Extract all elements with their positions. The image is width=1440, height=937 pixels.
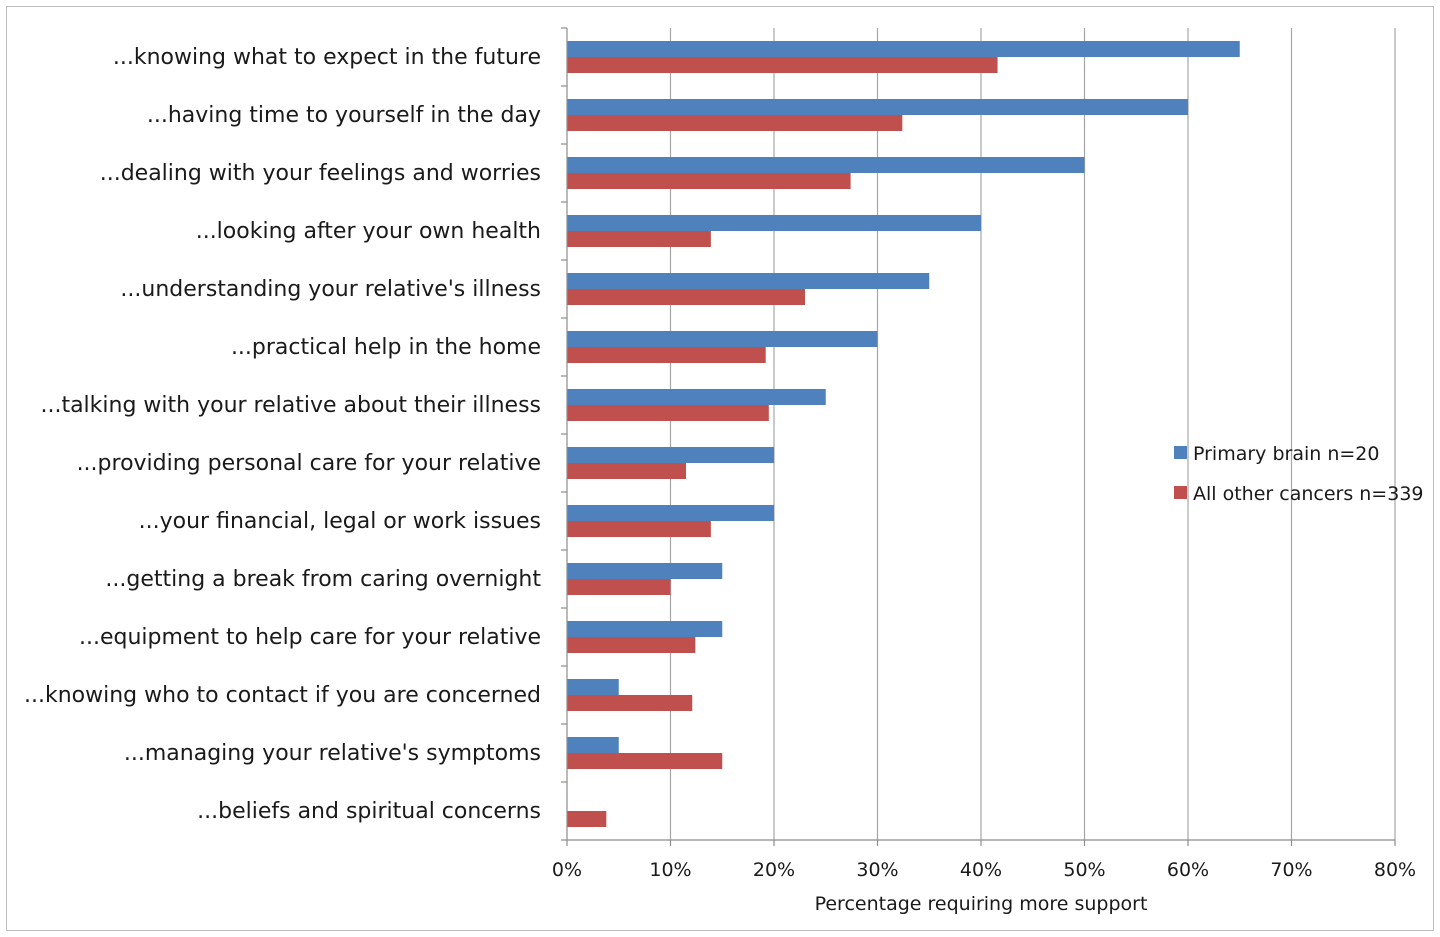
- gridlines: [669, 28, 1396, 840]
- category-label: ...getting a break from caring overnight: [105, 567, 541, 592]
- category-label: ...equipment to help care for your relat…: [79, 625, 541, 650]
- category-label: ...having time to yourself in the day: [147, 103, 541, 128]
- x-tick-label: 0%: [552, 859, 582, 881]
- bar-other-cancers: [567, 463, 687, 479]
- bar-other-cancers: [567, 115, 903, 131]
- legend-label: Primary brain n=20: [1193, 443, 1379, 465]
- bar-other-cancers: [567, 811, 607, 827]
- bar-primary-brain: [567, 621, 723, 637]
- legend-swatch: [1174, 486, 1187, 499]
- category-label: ...providing personal care for your rela…: [77, 451, 541, 476]
- category-label: ...managing your relative's symptoms: [124, 741, 541, 766]
- bar-other-cancers: [567, 231, 711, 247]
- bar-other-cancers: [567, 521, 711, 537]
- bar-other-cancers: [567, 347, 766, 363]
- category-label: ...knowing what to expect in the future: [113, 45, 541, 70]
- x-tick-label: 50%: [1063, 859, 1105, 881]
- x-tick-label: 70%: [1270, 859, 1312, 881]
- bar-primary-brain: [567, 215, 981, 231]
- bar-primary-brain: [567, 157, 1085, 173]
- category-label: ...understanding your relative's illness: [120, 277, 541, 302]
- category-label: ...practical help in the home: [231, 335, 541, 360]
- bar-primary-brain: [567, 737, 619, 753]
- bar-other-cancers: [567, 57, 998, 73]
- bar-other-cancers: [567, 173, 851, 189]
- bar-other-cancers: [567, 289, 806, 305]
- bar-primary-brain: [567, 41, 1240, 57]
- x-tick-label: 40%: [960, 859, 1002, 881]
- bar-other-cancers: [567, 637, 696, 653]
- category-label: ...your financial, legal or work issues: [139, 509, 541, 534]
- bar-other-cancers: [567, 405, 769, 421]
- category-labels: ...knowing what to expect in the future.…: [24, 45, 541, 824]
- category-label: ...knowing who to contact if you are con…: [24, 683, 541, 708]
- legend-swatch: [1174, 446, 1187, 459]
- x-tick-label: 80%: [1374, 859, 1416, 881]
- bar-primary-brain: [567, 331, 878, 347]
- x-tick-label: 60%: [1167, 859, 1209, 881]
- bar-other-cancers: [567, 579, 671, 595]
- bar-primary-brain: [567, 679, 619, 695]
- category-label: ...beliefs and spiritual concerns: [197, 799, 541, 824]
- bar-other-cancers: [567, 695, 693, 711]
- category-label: ...dealing with your feelings and worrie…: [100, 161, 541, 186]
- bar-primary-brain: [567, 505, 774, 521]
- bar-primary-brain: [567, 447, 774, 463]
- x-tick-label: 30%: [856, 859, 898, 881]
- legend-label: All other cancers n=339: [1193, 483, 1424, 505]
- axes: [561, 27, 1396, 846]
- bar-primary-brain: [567, 389, 826, 405]
- x-tick-label: 10%: [649, 859, 691, 881]
- x-tick-label: 20%: [753, 859, 795, 881]
- bar-other-cancers: [567, 753, 723, 769]
- category-label: ...looking after your own health: [196, 219, 541, 244]
- bars: [567, 41, 1240, 827]
- legend: Primary brain n=20 All other cancers n=33…: [1174, 443, 1424, 505]
- bar-primary-brain: [567, 563, 723, 579]
- x-tick-labels: 0% 10% 20% 30% 40% 50% 60% 70% 80%: [552, 859, 1416, 881]
- category-label: ...talking with your relative about thei…: [40, 393, 541, 418]
- x-axis-title: Percentage requiring more support: [815, 893, 1148, 915]
- bar-primary-brain: [567, 99, 1188, 115]
- bar-primary-brain: [567, 273, 930, 289]
